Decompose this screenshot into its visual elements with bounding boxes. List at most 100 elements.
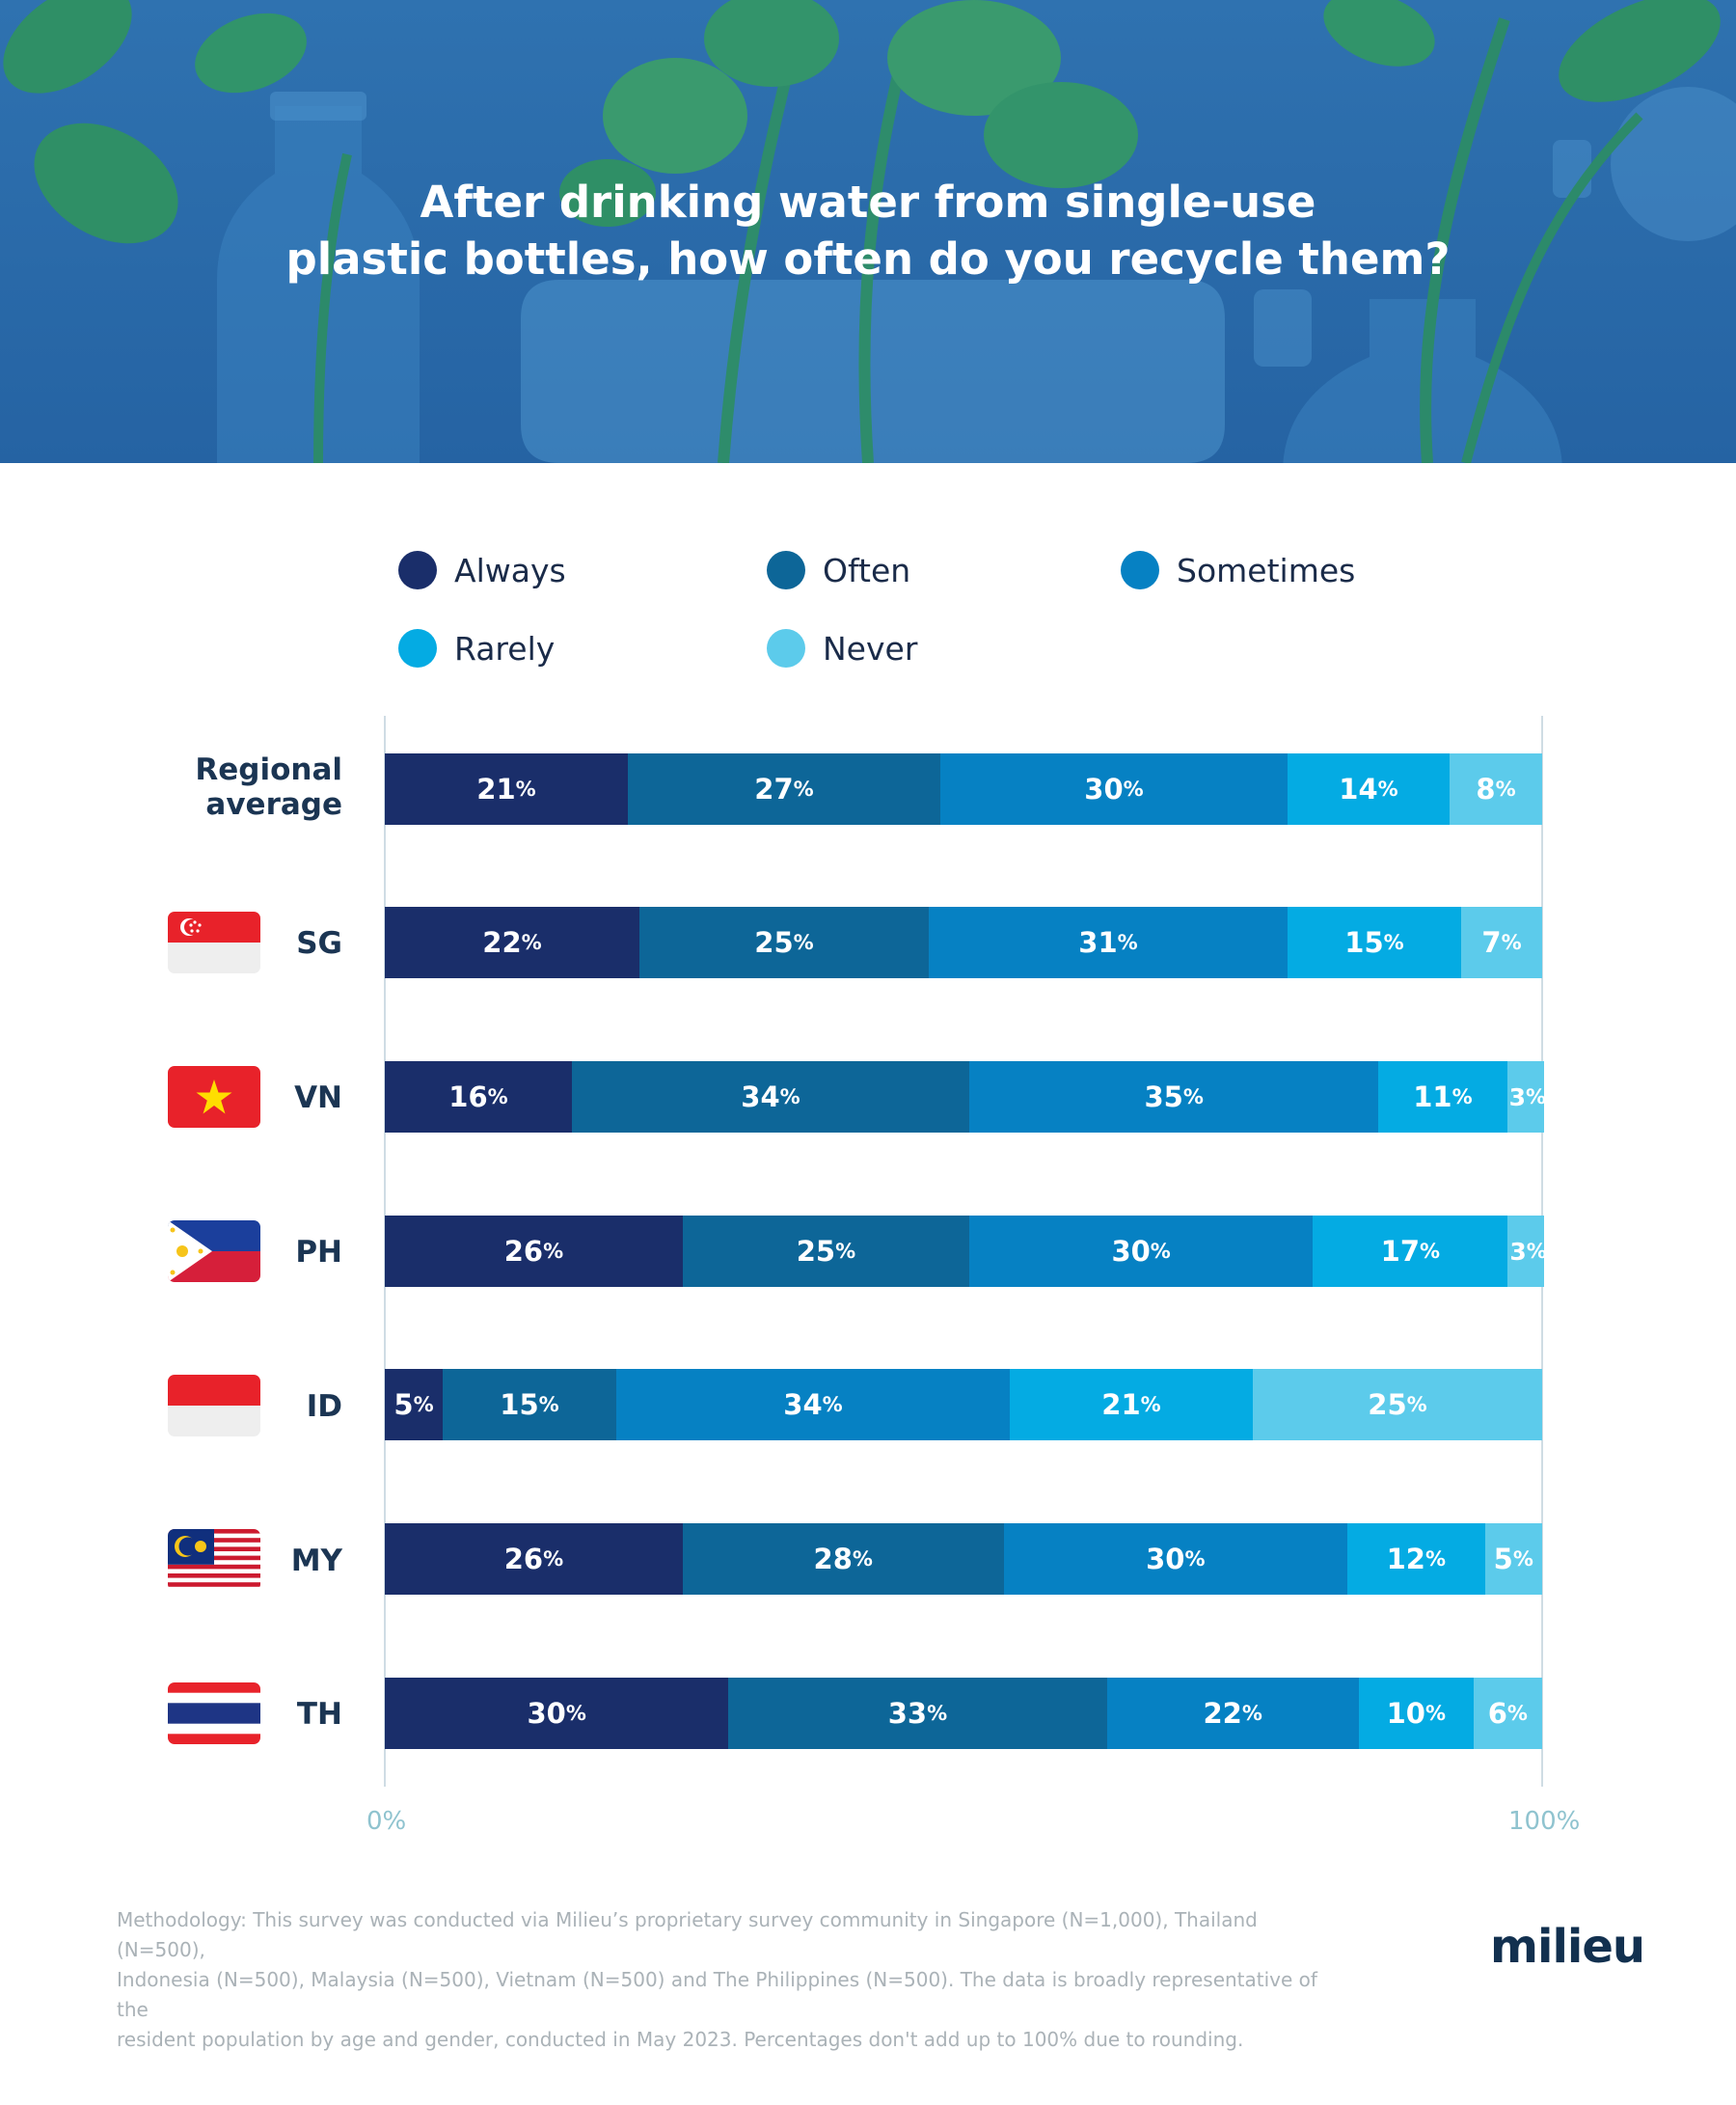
row-label-regional-line1: Regional <box>195 752 342 787</box>
bar-segment-often-regional-average: 27% <box>628 753 940 825</box>
data-label-value: 16 <box>448 1080 488 1113</box>
data-label-value: 35 <box>1144 1080 1183 1113</box>
data-label-value: 21 <box>476 773 516 806</box>
legend-label-sometimes: Sometimes <box>1177 551 1356 589</box>
bar-segment-never-th: 6% <box>1473 1678 1542 1749</box>
bar-segment-never-regional-average: 8% <box>1450 753 1542 825</box>
bar-segment-often-vn: 34% <box>571 1061 970 1133</box>
data-label-percent-sign: % <box>793 778 814 801</box>
data-label-percent-sign: % <box>835 1240 856 1263</box>
data-label-percent-sign: % <box>1117 931 1138 954</box>
data-label-value: 25 <box>1368 1388 1407 1421</box>
data-label-percent-sign: % <box>1150 1240 1171 1263</box>
bar-segment-always-regional-average: 21% <box>385 753 628 825</box>
bar-segment-sometimes-sg: 31% <box>929 907 1288 978</box>
row-label-regional: Regional average <box>195 752 342 822</box>
data-label-value: 3 <box>1508 1082 1527 1111</box>
bar-segment-often-id: 15% <box>443 1369 616 1440</box>
data-label-value: 21 <box>1101 1388 1141 1421</box>
data-label-value: 31 <box>1078 926 1118 959</box>
data-label-percent-sign: % <box>1424 1547 1446 1571</box>
data-label-percent-sign: % <box>1526 1085 1544 1108</box>
bar-segment-often-my: 28% <box>682 1523 1004 1595</box>
data-label-value: 3 <box>1509 1237 1527 1266</box>
plants-bottles-illustration <box>0 0 1736 463</box>
bar-segment-rarely-ph: 17% <box>1313 1216 1508 1287</box>
chart-title-line2: plastic bottles, how often do you recycl… <box>285 233 1451 285</box>
data-label-value: 30 <box>527 1697 566 1730</box>
data-label-value: 34 <box>741 1080 780 1113</box>
data-label-percent-sign: % <box>565 1702 586 1725</box>
legend-label-always: Always <box>454 551 566 589</box>
row-label-regional-line2: average <box>205 787 342 822</box>
bar-segment-never-my: 5% <box>1484 1523 1542 1595</box>
bar-segment-always-my: 26% <box>385 1523 683 1595</box>
legend-label-often: Often <box>823 551 911 589</box>
data-label-percent-sign: % <box>793 931 814 954</box>
data-label-percent-sign: % <box>1377 778 1398 801</box>
data-label-percent-sign: % <box>1495 778 1516 801</box>
row-label-id: ID <box>306 1389 342 1424</box>
milieu-logo: milieu <box>1490 1920 1645 1974</box>
data-label-value: 27 <box>754 773 794 806</box>
legend-swatch-always <box>398 551 437 589</box>
data-label-value: 12 <box>1386 1543 1425 1575</box>
legend-swatch-often <box>767 551 805 589</box>
indonesia-flag-icon <box>168 1375 260 1436</box>
data-label-percent-sign: % <box>538 1393 559 1416</box>
data-label-value: 30 <box>1084 773 1124 806</box>
data-label-percent-sign: % <box>1420 1240 1441 1263</box>
legend-item-never: Never <box>767 624 917 672</box>
methodology-line1: Methodology: This survey was conducted v… <box>117 1908 1258 1961</box>
legend-label-rarely: Rarely <box>454 629 556 668</box>
legend-item-always: Always <box>398 546 566 594</box>
data-label-percent-sign: % <box>1501 931 1522 954</box>
legend-item-rarely: Rarely <box>398 624 555 672</box>
legend-item-often: Often <box>767 546 910 594</box>
bar-segment-often-th: 33% <box>728 1678 1107 1749</box>
bar-segment-rarely-regional-average: 14% <box>1288 753 1450 825</box>
bar-segment-rarely-vn: 11% <box>1378 1061 1507 1133</box>
data-label-percent-sign: % <box>543 1240 564 1263</box>
data-label-percent-sign: % <box>822 1393 843 1416</box>
data-label-value: 15 <box>1344 926 1384 959</box>
bar-segment-always-ph: 26% <box>385 1216 683 1287</box>
data-label-value: 17 <box>1380 1235 1421 1268</box>
bar-segment-never-sg: 7% <box>1461 907 1542 978</box>
data-label-percent-sign: % <box>1140 1393 1161 1416</box>
data-label-percent-sign: % <box>487 1085 508 1108</box>
bar-segment-often-sg: 25% <box>639 907 929 978</box>
data-label-value: 30 <box>1111 1235 1151 1268</box>
row-label-sg: SG <box>296 926 342 961</box>
data-label-value: 33 <box>887 1697 928 1730</box>
data-label-value: 25 <box>796 1235 836 1268</box>
bar-segment-sometimes-id: 34% <box>616 1369 1010 1440</box>
bar-segment-rarely-sg: 15% <box>1288 907 1461 978</box>
data-label-value: 5 <box>393 1388 414 1421</box>
data-label-percent-sign: % <box>927 1702 948 1725</box>
legend-swatch-rarely <box>398 629 437 668</box>
data-label-percent-sign: % <box>1506 1702 1528 1725</box>
data-label-value: 11 <box>1413 1080 1452 1113</box>
data-label-value: 26 <box>503 1543 544 1575</box>
legend-swatch-never <box>767 629 805 668</box>
data-label-value: 34 <box>783 1388 823 1421</box>
bar-segment-sometimes-regional-average: 30% <box>940 753 1288 825</box>
data-label-percent-sign: % <box>1383 931 1404 954</box>
bar-segment-never-vn: 3% <box>1506 1061 1544 1133</box>
singapore-flag-icon <box>168 912 260 973</box>
data-label-value: 26 <box>503 1235 544 1268</box>
bar-segment-always-th: 30% <box>385 1678 729 1749</box>
x-tick-0: 0% <box>366 1807 407 1836</box>
malaysia-flag-icon <box>168 1529 260 1591</box>
data-label-value: 6 <box>1487 1697 1507 1730</box>
data-label-value: 28 <box>813 1543 853 1575</box>
data-label-percent-sign: % <box>543 1547 564 1571</box>
data-label-percent-sign: % <box>413 1393 434 1416</box>
bar-segment-rarely-id: 21% <box>1010 1369 1253 1440</box>
bar-segment-sometimes-vn: 35% <box>969 1061 1379 1133</box>
legend-swatch-sometimes <box>1121 551 1159 589</box>
data-label-percent-sign: % <box>1406 1393 1427 1416</box>
bar-segment-never-ph: 3% <box>1507 1216 1544 1287</box>
data-label-value: 8 <box>1476 773 1496 806</box>
